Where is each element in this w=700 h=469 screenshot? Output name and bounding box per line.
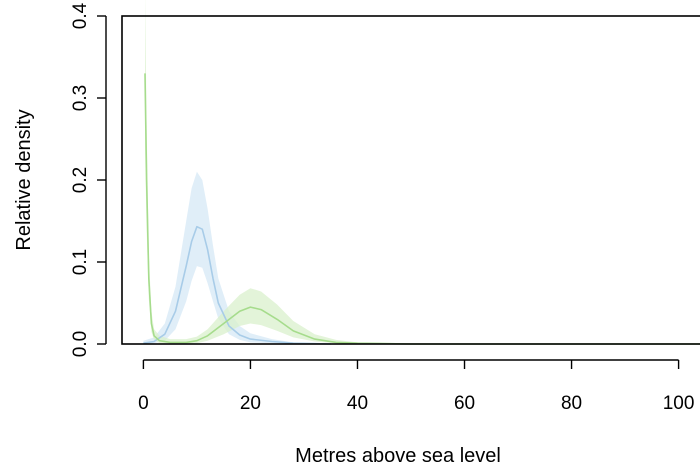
y-axis: 0.0 0.1 0.2 0.3 0.4 <box>70 2 107 357</box>
y-tick-label: 0.0 <box>70 331 91 357</box>
series-2-line <box>144 73 700 345</box>
x-tick-label: 80 <box>561 393 582 414</box>
x-axis-title: Metres above sea level <box>295 445 501 467</box>
series-1-band <box>143 171 331 344</box>
x-tick-label: 60 <box>454 393 475 414</box>
series-1-line <box>143 225 331 345</box>
y-tick-label: 0.2 <box>70 167 91 193</box>
x-tick-label: 0 <box>138 393 149 414</box>
y-tick-label: 0.3 <box>70 85 91 111</box>
series-2-band <box>145 0 700 344</box>
x-tick-label: 20 <box>240 393 261 414</box>
x-tick-label: 100 <box>663 393 695 414</box>
y-axis-title: Relative density <box>13 109 35 250</box>
x-tick-label: 40 <box>347 393 368 414</box>
density-lines <box>143 73 700 345</box>
x-axis: 0 20 40 60 80 100 <box>138 359 695 414</box>
plot-frame <box>121 15 700 345</box>
confidence-bands <box>143 0 700 344</box>
y-tick-label: 0.1 <box>70 249 91 275</box>
y-tick-label: 0.4 <box>70 2 91 29</box>
